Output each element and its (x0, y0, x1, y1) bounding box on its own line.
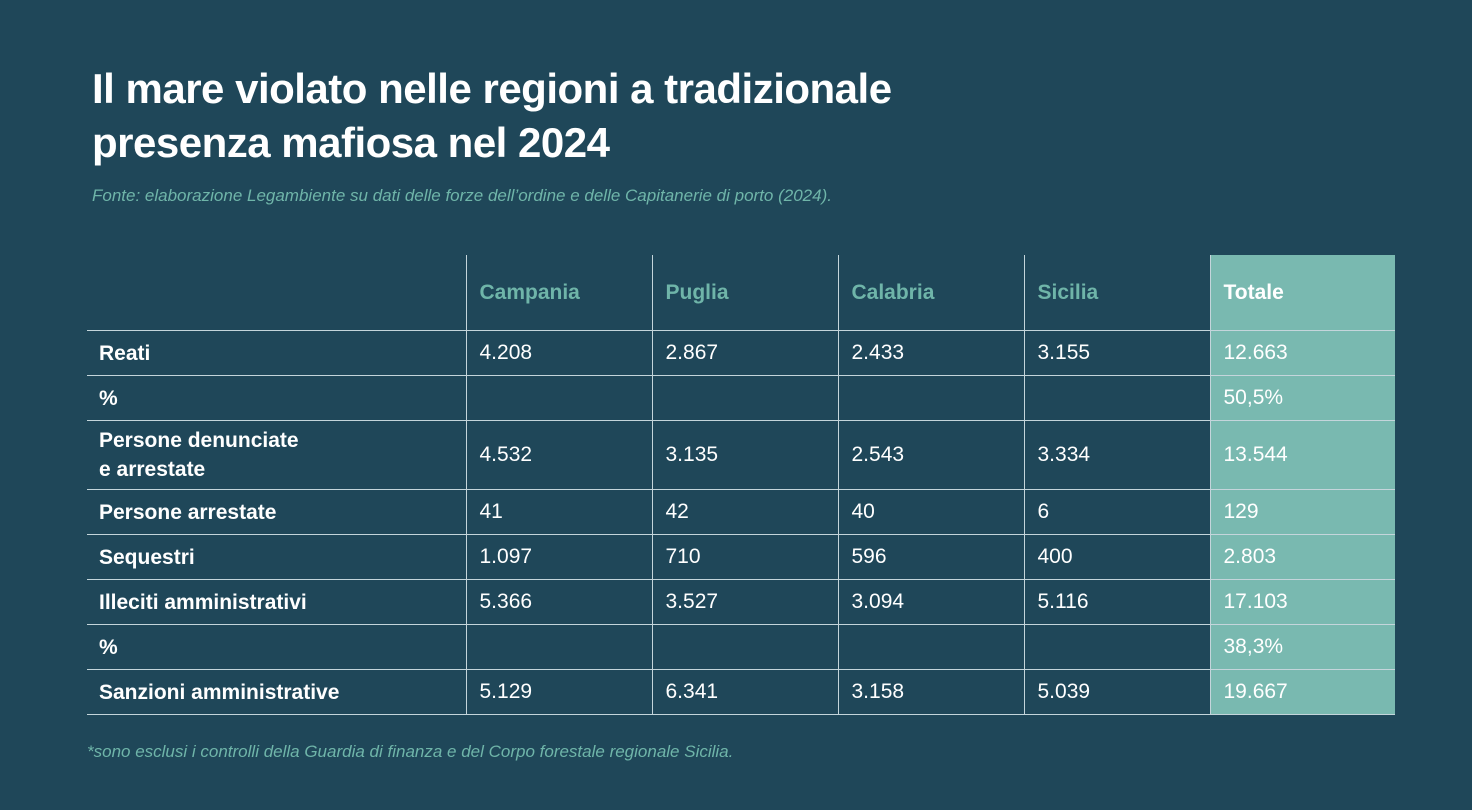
column-header-sicilia: Sicilia (1023, 255, 1210, 331)
table-cell: 42 (651, 489, 838, 535)
total-cell: 13.544 (1209, 420, 1395, 490)
table-cell: 710 (651, 534, 838, 580)
table-cell: 400 (1023, 534, 1210, 580)
table-row-sequestri: Sequestri 1.097 710 596 400 2.803 (87, 534, 1395, 580)
table-row-persone-denunciate: Persone denunciate e arrestate 4.532 3.1… (87, 420, 1395, 490)
table-cell (1023, 624, 1210, 670)
row-label: Persone denunciate e arrestate (87, 420, 466, 490)
table-cell (1023, 375, 1210, 421)
table-cell: 3.155 (1023, 330, 1210, 376)
table-row-percent-reati: % 50,5% (87, 375, 1395, 421)
data-table-container: Campania Puglia Calabria Sicilia Totale … (87, 255, 1395, 715)
table-cell: 2.433 (837, 330, 1024, 376)
row-label: Sequestri (87, 534, 466, 580)
table-cell: 3.334 (1023, 420, 1210, 490)
source-note: Fonte: elaborazione Legambiente su dati … (92, 186, 832, 205)
data-table: Campania Puglia Calabria Sicilia Totale … (87, 255, 1395, 715)
total-cell: 19.667 (1209, 669, 1395, 715)
table-cell: 1.097 (465, 534, 652, 580)
row-label-line-2: e arrestate (99, 458, 206, 481)
column-header-calabria: Calabria (837, 255, 1024, 331)
row-label-line-1: Persone denunciate (99, 429, 299, 452)
table-cell: 3.527 (651, 579, 838, 625)
table-cell (651, 375, 838, 421)
column-header-totale: Totale (1209, 255, 1395, 331)
table-row-sanzioni-amministrative: Sanzioni amministrative 5.129 6.341 3.15… (87, 669, 1395, 715)
table-header-row: Campania Puglia Calabria Sicilia Totale (87, 255, 1395, 331)
row-label: Persone arrestate (87, 489, 466, 535)
table-cell: 596 (837, 534, 1024, 580)
table-cell: 6.341 (651, 669, 838, 715)
table-row-illeciti-amministrativi: Illeciti amministrativi 5.366 3.527 3.09… (87, 579, 1395, 625)
table-cell: 41 (465, 489, 652, 535)
row-label: Illeciti amministrativi (87, 579, 466, 625)
footnote: *sono esclusi i controlli della Guardia … (87, 742, 734, 761)
column-header-puglia: Puglia (651, 255, 838, 331)
title-line-2: presenza mafiosa nel 2024 (92, 119, 610, 166)
row-label: % (87, 624, 466, 670)
total-cell: 17.103 (1209, 579, 1395, 625)
row-label: Reati (87, 330, 466, 376)
row-label: Sanzioni amministrative (87, 669, 466, 715)
table-cell (837, 375, 1024, 421)
table-row-persone-arrestate: Persone arrestate 41 42 40 6 129 (87, 489, 1395, 535)
total-cell: 129 (1209, 489, 1395, 535)
table-cell: 4.532 (465, 420, 652, 490)
total-cell: 38,3% (1209, 624, 1395, 670)
table-cell: 3.094 (837, 579, 1024, 625)
table-cell (465, 624, 652, 670)
table-cell: 5.129 (465, 669, 652, 715)
title-line-1: Il mare violato nelle regioni a tradizio… (92, 65, 892, 112)
total-cell: 2.803 (1209, 534, 1395, 580)
table-cell (651, 624, 838, 670)
table-cell: 40 (837, 489, 1024, 535)
page-title: Il mare violato nelle regioni a tradizio… (92, 62, 1092, 170)
table-cell (837, 624, 1024, 670)
table-cell: 4.208 (465, 330, 652, 376)
total-cell: 50,5% (1209, 375, 1395, 421)
row-label: % (87, 375, 466, 421)
table-row-reati: Reati 4.208 2.867 2.433 3.155 12.663 (87, 330, 1395, 376)
table-cell: 6 (1023, 489, 1210, 535)
table-cell: 2.867 (651, 330, 838, 376)
total-cell: 12.663 (1209, 330, 1395, 376)
table-cell: 5.366 (465, 579, 652, 625)
table-cell (465, 375, 652, 421)
table-cell: 5.116 (1023, 579, 1210, 625)
header-empty-cell (87, 255, 466, 331)
table-cell: 5.039 (1023, 669, 1210, 715)
table-cell: 3.135 (651, 420, 838, 490)
table-row-percent-illeciti: % 38,3% (87, 624, 1395, 670)
column-header-campania: Campania (465, 255, 652, 331)
table-cell: 3.158 (837, 669, 1024, 715)
table-cell: 2.543 (837, 420, 1024, 490)
